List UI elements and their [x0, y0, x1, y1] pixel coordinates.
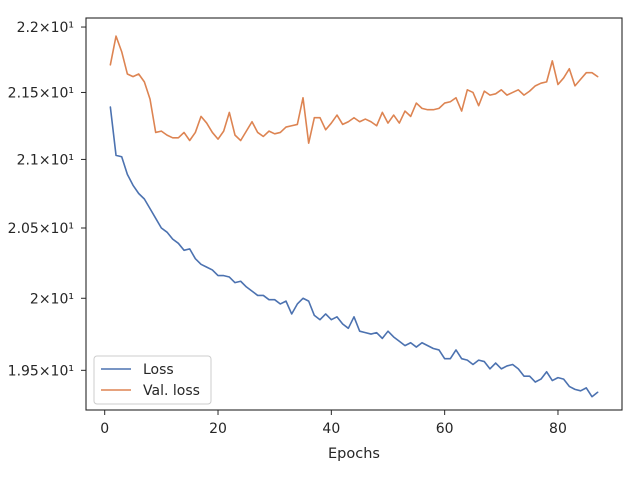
legend-label-loss: Loss	[143, 362, 174, 378]
y-tick-label-1: 2×10¹	[30, 291, 74, 307]
legend-frame	[93, 355, 212, 405]
axes-frame	[85, 17, 623, 411]
x-tick-label-60: 60	[436, 421, 454, 437]
x-tick-label-40: 40	[322, 421, 340, 437]
y-tick-label-4: 2.15×10¹	[8, 85, 74, 101]
x-axis-label: Epochs	[328, 446, 380, 462]
axes-background	[86, 18, 622, 410]
x-tick-label-0: 0	[100, 421, 109, 437]
x-axis: 0 20 40 60 80	[100, 410, 567, 437]
series-layer	[109, 35, 599, 398]
series-line-loss	[109, 106, 599, 398]
y-tick-label-5: 2.2×10¹	[17, 20, 74, 36]
y-tick-label-0: 1.95×10¹	[8, 363, 74, 379]
axes-border	[85, 17, 623, 411]
series-line-val-loss	[109, 35, 599, 145]
y-tick-label-2: 2.05×10¹	[8, 221, 74, 237]
plot-area	[86, 18, 622, 410]
legend: Loss Val. loss	[93, 355, 212, 405]
legend-label-val-loss: Val. loss	[143, 383, 200, 399]
y-axis: 1.95×10¹ 2×10¹ 2.05×10¹ 2.1×10¹ 2.15×10¹ 2.2×…	[8, 20, 86, 379]
x-tick-label-20: 20	[209, 421, 227, 437]
x-tick-label-80: 80	[549, 421, 567, 437]
y-tick-label-3: 2.1×10¹	[17, 152, 74, 168]
